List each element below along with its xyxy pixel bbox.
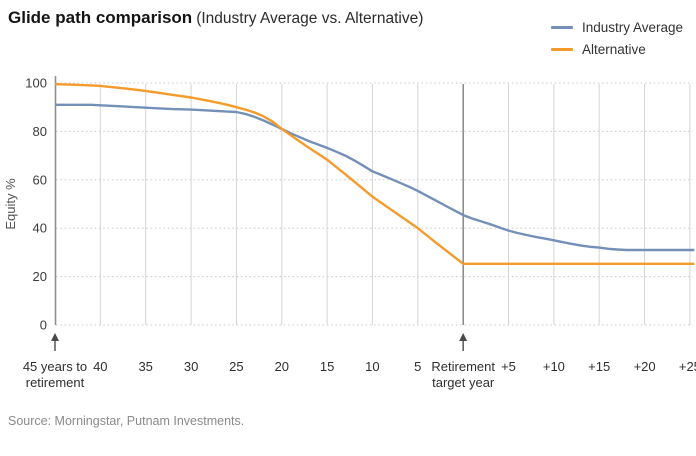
y-tick-label-80: 80	[33, 124, 47, 139]
x-tick-label-45: retirement	[26, 375, 85, 390]
x-tick-label-25: 25	[229, 359, 243, 374]
x-tick-label-5: 5	[414, 359, 421, 374]
y-axis-title: Equity %	[3, 178, 18, 230]
y-tick-label-40: 40	[33, 221, 47, 236]
x-tick-label--15: +15	[588, 359, 610, 374]
legend-item-industry-average: Industry Average	[551, 16, 683, 38]
chart-legend: Industry Average Alternative	[551, 16, 683, 60]
x-tick-label--25: +25	[679, 359, 696, 374]
legend-swatch-icon	[551, 47, 573, 51]
chart-subtitle: (Industry Average vs. Alternative)	[196, 10, 424, 27]
chart-header: Glide path comparison (Industry Average v…	[8, 8, 423, 28]
x-tick-label-0: Retirement	[431, 359, 495, 374]
x-tick-label--10: +10	[543, 359, 565, 374]
x-tick-label-30: 30	[184, 359, 198, 374]
x-tick-label-35: 35	[138, 359, 152, 374]
y-tick-label-0: 0	[40, 318, 47, 333]
legend-swatch-icon	[551, 25, 573, 29]
chart-title: Glide path comparison	[8, 8, 193, 27]
x-tick-label--5: +5	[501, 359, 516, 374]
up-arrowhead-icon	[459, 333, 468, 341]
x-tick-label-0: target year	[432, 375, 495, 390]
legend-item-alternative: Alternative	[551, 38, 683, 60]
y-tick-label-100: 100	[25, 76, 47, 91]
source-note: Source: Morningstar, Putnam Investments.	[8, 414, 245, 428]
legend-label: Industry Average	[582, 19, 684, 35]
x-tick-label-40: 40	[93, 359, 107, 374]
series-line-alternative	[54, 83, 695, 265]
x-tick-label-15: 15	[320, 359, 334, 374]
series-line-industry-average	[55, 103, 695, 252]
x-tick-label-10: 10	[365, 359, 379, 374]
y-tick-label-20: 20	[33, 269, 47, 284]
y-tick-label-60: 60	[33, 172, 47, 187]
legend-label: Alternative	[582, 41, 646, 57]
x-tick-label--20: +20	[634, 359, 656, 374]
up-arrowhead-icon	[51, 333, 59, 341]
x-tick-label-45: 45 years to	[23, 359, 87, 374]
x-tick-label-20: 20	[275, 359, 289, 374]
